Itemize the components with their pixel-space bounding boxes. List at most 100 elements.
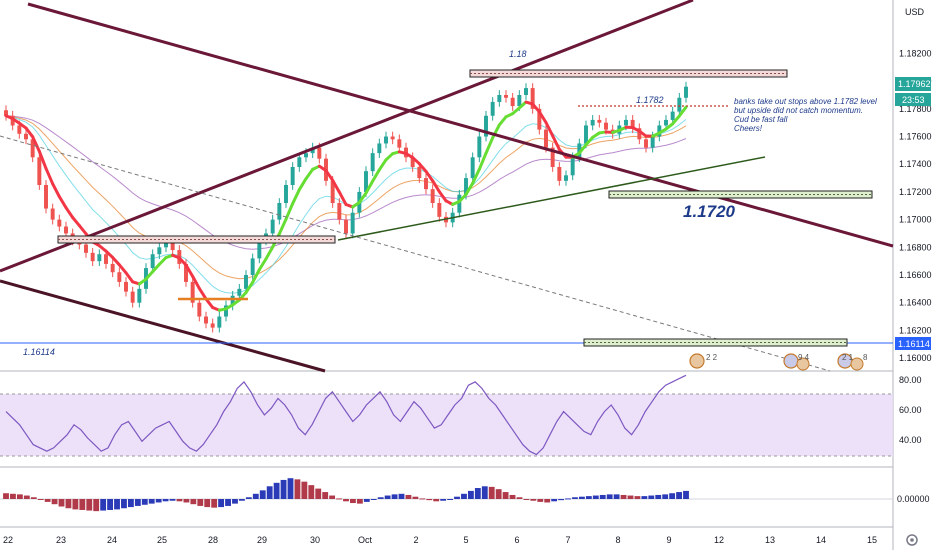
candle-body — [104, 254, 108, 264]
candle-body — [277, 203, 281, 220]
candle-body — [271, 220, 275, 234]
macd-bar — [315, 489, 321, 499]
candle-body — [297, 157, 301, 167]
macd-bar — [510, 495, 516, 499]
candle-body — [211, 323, 215, 327]
flag-icon[interactable] — [690, 354, 704, 368]
macd-bar — [31, 497, 37, 499]
candle-body — [37, 157, 41, 185]
macd-tick: 0.00000 — [897, 494, 930, 504]
macd-bar — [10, 494, 16, 499]
macd-bar — [79, 499, 85, 510]
candle-body — [337, 203, 341, 220]
price-tick: 1.16800 — [899, 242, 932, 252]
candle-body — [17, 125, 21, 133]
macd-bar — [551, 499, 557, 501]
candle-body — [197, 303, 201, 317]
time-tick: 14 — [816, 535, 826, 545]
label-11720: 1.1720 — [683, 202, 736, 221]
note-line-2: but upside did not catch momentum. — [734, 106, 863, 115]
macd-bar — [128, 499, 134, 507]
macd-bar — [52, 499, 58, 504]
zone-11611[interactable] — [584, 339, 847, 346]
rsi-tick: 80.00 — [899, 375, 922, 385]
macd-bar — [426, 499, 432, 500]
candle-body — [351, 213, 355, 234]
macd-bar — [142, 499, 148, 505]
rsi-band — [0, 394, 893, 456]
time-tick: 29 — [257, 535, 267, 545]
macd-bar — [523, 499, 529, 500]
zone-11720[interactable] — [609, 191, 872, 198]
macd-bar — [607, 494, 613, 499]
candle-body — [584, 125, 588, 143]
macd-bar — [177, 499, 183, 501]
candle-body — [44, 185, 48, 209]
candle-body — [84, 245, 88, 253]
macd-bar — [648, 496, 654, 499]
note-line-3: Cud be fast fall — [734, 115, 788, 124]
time-tick: 13 — [765, 535, 775, 545]
candle-body — [597, 120, 601, 123]
candle-body — [524, 88, 528, 95]
candle-body — [477, 137, 481, 158]
note-line-4: Cheers! — [734, 124, 763, 133]
label-11611-left: 1.16114 — [23, 347, 55, 357]
candle-body — [377, 143, 381, 153]
candle-body — [57, 220, 61, 227]
candle-body — [604, 123, 608, 130]
macd-bar — [614, 494, 620, 499]
label-118: 1.18 — [509, 49, 527, 59]
price-tick: 1.17600 — [899, 132, 932, 142]
macd-bar — [260, 490, 266, 499]
macd-bar — [211, 499, 217, 508]
macd-bar — [267, 486, 273, 499]
macd-bar — [530, 499, 536, 501]
candle-body — [564, 175, 568, 181]
macd-bar — [170, 499, 176, 501]
macd-bar — [482, 486, 488, 499]
macd-bar — [586, 496, 592, 499]
macd-bar — [322, 492, 328, 499]
candle-body — [624, 120, 628, 126]
candle-body — [544, 130, 548, 148]
flag-icon[interactable] — [784, 354, 798, 368]
candle-body — [671, 112, 675, 120]
macd-bar — [86, 499, 92, 511]
price-tick: 1.17400 — [899, 159, 932, 169]
macd-bar — [100, 499, 106, 511]
macd-bar — [190, 499, 196, 504]
macd-bar — [558, 499, 564, 500]
macd-bar — [183, 499, 189, 502]
candle-body — [51, 209, 55, 220]
currency-label: USD — [905, 7, 925, 17]
macd-bar — [232, 499, 238, 504]
macd-bar — [475, 488, 481, 499]
candle-body — [417, 167, 421, 178]
macd-bar — [38, 499, 44, 500]
macd-bar — [572, 497, 578, 499]
macd-bar — [149, 499, 155, 504]
time-tick: 24 — [107, 535, 117, 545]
candle-body — [424, 178, 428, 189]
candle-body — [124, 282, 128, 292]
candle-body — [97, 254, 101, 261]
macd-bar — [364, 499, 370, 502]
candle-body — [131, 292, 135, 303]
level-badge-value: 1.16114 — [898, 339, 930, 349]
macd-bar — [163, 499, 169, 501]
time-tick: 25 — [157, 535, 167, 545]
macd-bar — [433, 499, 439, 501]
candle-body — [497, 95, 501, 102]
candle-body — [664, 120, 668, 126]
macd-bar — [197, 499, 203, 506]
macd-bar — [253, 494, 259, 499]
macd-bar — [225, 499, 231, 506]
price-tick: 1.16200 — [899, 325, 932, 335]
macd-bar — [468, 491, 474, 499]
candle-body — [471, 157, 475, 178]
macd-bar — [288, 478, 294, 499]
time-tick: 9 — [666, 535, 671, 545]
time-tick: 5 — [463, 535, 468, 545]
